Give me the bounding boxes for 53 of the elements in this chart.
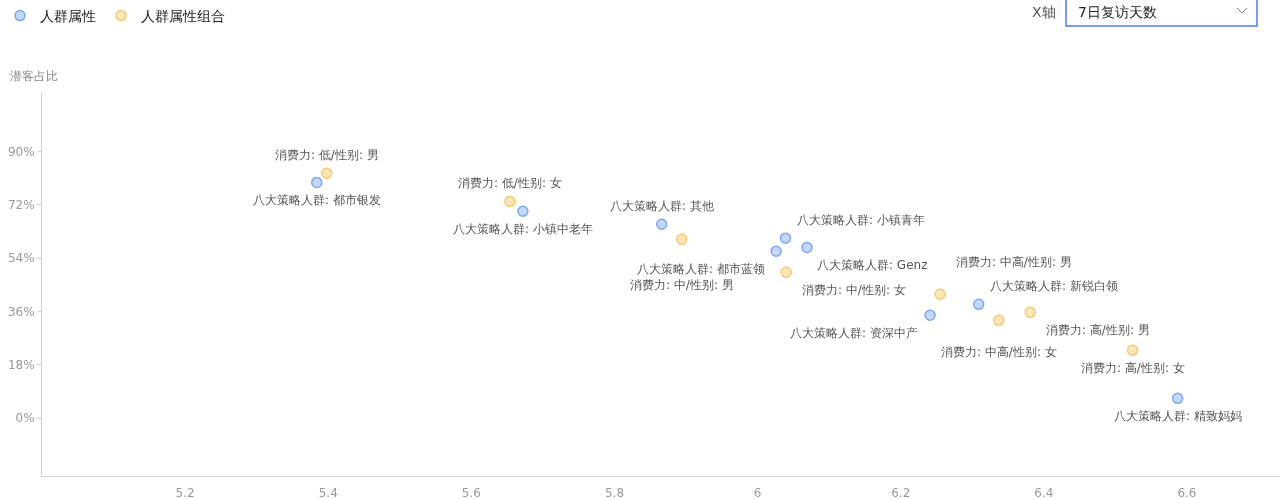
data-label: 消费力: 高/性别: 女: [1081, 361, 1185, 375]
point: [801, 241, 813, 254]
point: [504, 195, 516, 208]
x-tick-label: 6.4: [1034, 486, 1054, 499]
point: [780, 266, 792, 279]
y-tick-label: 0%: [15, 411, 35, 426]
legend-label: 人群属性: [40, 8, 96, 25]
x-tick-label: 6.6: [1177, 486, 1197, 499]
data-label: 八大策略人群: 小镇青年: [797, 213, 925, 227]
legend-label: 人群属性组合: [141, 8, 225, 25]
text: 7日复访天数: [1078, 4, 1157, 20]
data-label: 八大策略人群: 都市银发: [253, 193, 381, 207]
x-tick-label: 6: [753, 486, 762, 499]
data-label: 八大策略人群: 都市蓝领: [637, 262, 765, 276]
data-label: 消费力: 低/性别: 女: [458, 176, 562, 190]
data-label: 消费力: 中高/性别: 女: [941, 345, 1057, 359]
point: [993, 314, 1005, 327]
x-tick-label: 5.2: [175, 486, 195, 499]
point: [311, 176, 323, 189]
point: [321, 167, 333, 179]
data-label: 消费力: 高/性别: 男: [1046, 323, 1150, 337]
point: [1126, 344, 1139, 357]
data-label: 八大策略人群: 小镇中老年: [453, 222, 593, 236]
y-tick-label: 72%: [7, 197, 35, 212]
data-label: 消费力: 低/性别: 男: [275, 148, 379, 162]
x-tick-label: 5.4: [318, 486, 338, 499]
point: [972, 298, 985, 311]
point: [924, 309, 936, 322]
y-tick-label: 18%: [7, 358, 35, 372]
point: [655, 218, 668, 230]
y-tick-label: 90%: [7, 144, 35, 159]
point: [770, 245, 782, 257]
x-tick-label: 5.8: [604, 486, 625, 499]
x-tick-label: 6.2: [891, 486, 911, 499]
point: [517, 205, 529, 217]
point: [1024, 306, 1036, 319]
data-label: 消费力: 中/性别: 女: [802, 283, 906, 297]
data-label: 八大策略人群: 新锐白领: [990, 279, 1118, 293]
data-label: 消费力: 中高/性别: 男: [956, 255, 1072, 269]
x-tick-label: 5.6: [461, 486, 481, 499]
data-label: 八大策略人群: 精致妈妈: [1114, 409, 1242, 423]
point: [934, 288, 946, 300]
point: [779, 232, 792, 244]
point: [1171, 392, 1184, 405]
data-label: 八大策略人群: Genz: [817, 258, 928, 272]
text: X轴: [1032, 4, 1056, 20]
point: [676, 233, 688, 246]
data-label: 消费力: 中/性别: 男: [630, 278, 734, 292]
data-label: 八大策略人群: 其他: [610, 199, 714, 213]
y-axis-title: 潜客占比: [10, 69, 58, 83]
y-tick-label: 54%: [7, 251, 35, 266]
data-label: 八大策略人群: 资深中产: [790, 326, 918, 340]
y-tick-label: 36%: [7, 304, 35, 319]
